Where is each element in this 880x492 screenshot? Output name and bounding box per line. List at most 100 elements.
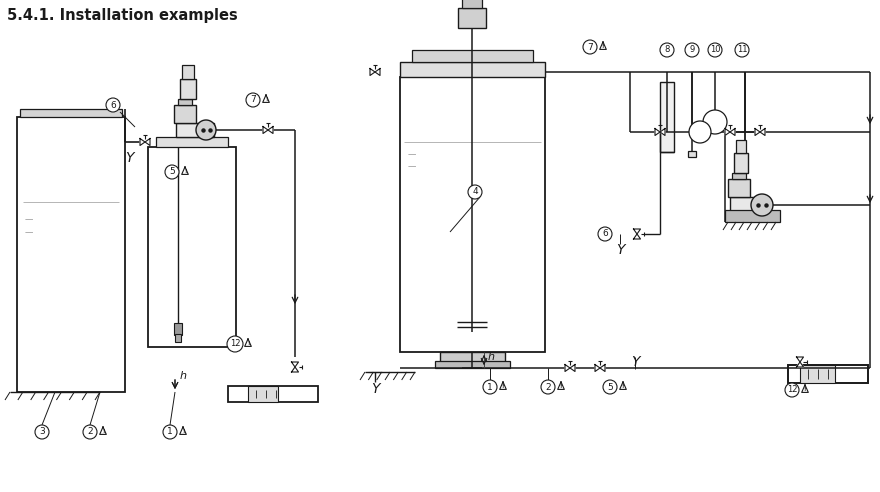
Polygon shape [796, 362, 803, 367]
Text: 4: 4 [473, 187, 478, 196]
Text: —: — [408, 162, 416, 171]
Text: 7: 7 [587, 42, 593, 52]
Polygon shape [655, 128, 660, 135]
Text: 7: 7 [250, 95, 256, 104]
Bar [788, 365, 868, 383]
Polygon shape [291, 367, 298, 372]
Text: !: ! [622, 384, 624, 389]
Text: Y: Y [631, 355, 639, 369]
Text: !: ! [102, 429, 104, 434]
Text: 5.4.1. Installation examples: 5.4.1. Installation examples [7, 8, 238, 23]
Bar [176, 123, 214, 137]
Text: 12: 12 [787, 386, 797, 395]
Polygon shape [730, 128, 735, 135]
Polygon shape [634, 229, 641, 234]
Circle shape [35, 425, 49, 439]
Polygon shape [375, 68, 380, 75]
Bar [175, 334, 181, 342]
Text: !: ! [502, 384, 504, 389]
Polygon shape [263, 126, 268, 133]
Text: h: h [180, 371, 187, 381]
Text: 5: 5 [607, 382, 612, 392]
Circle shape [165, 165, 179, 179]
Text: 1: 1 [167, 428, 172, 436]
Text: 9: 9 [689, 45, 694, 55]
Text: Y: Y [370, 382, 379, 396]
Circle shape [483, 380, 497, 394]
Polygon shape [145, 139, 150, 146]
Bar [180, 79, 196, 99]
Text: !: ! [184, 169, 187, 174]
Text: 11: 11 [737, 45, 747, 55]
Bar [228, 386, 318, 402]
Bar [734, 153, 748, 173]
Text: 6: 6 [602, 229, 608, 239]
Bar [412, 50, 533, 62]
Text: —: — [408, 150, 416, 159]
Polygon shape [565, 365, 570, 371]
Bar [458, 8, 486, 28]
Polygon shape [796, 357, 803, 362]
Text: !: ! [803, 387, 806, 392]
Text: !: ! [265, 97, 268, 102]
Text: Y: Y [616, 243, 624, 257]
Text: !: ! [246, 341, 249, 346]
Polygon shape [570, 365, 575, 371]
Text: 8: 8 [664, 45, 670, 55]
Circle shape [227, 336, 243, 352]
Bar [174, 105, 196, 123]
Bar [156, 137, 228, 147]
Polygon shape [595, 365, 600, 371]
Circle shape [106, 98, 120, 112]
Bar [182, 65, 194, 79]
Bar [725, 210, 780, 222]
Text: Y: Y [125, 151, 133, 165]
Circle shape [603, 380, 617, 394]
Bar [741, 189, 749, 197]
Circle shape [703, 110, 727, 134]
Bar [178, 99, 192, 105]
Text: 10: 10 [710, 45, 720, 55]
Bar [728, 179, 750, 197]
Polygon shape [760, 128, 765, 135]
Text: 3: 3 [39, 428, 45, 436]
Polygon shape [600, 365, 605, 371]
Text: 2: 2 [87, 428, 92, 436]
Bar [174, 323, 182, 335]
Bar [660, 82, 674, 152]
Bar [732, 173, 746, 179]
Circle shape [598, 227, 612, 241]
Bar [400, 77, 545, 352]
Bar [440, 352, 505, 362]
Text: 1: 1 [488, 382, 493, 392]
Circle shape [660, 43, 674, 57]
Circle shape [751, 194, 773, 216]
Circle shape [196, 120, 216, 140]
Text: 12: 12 [230, 339, 240, 348]
Circle shape [468, 185, 482, 199]
Bar [435, 361, 510, 368]
Circle shape [689, 121, 711, 143]
Polygon shape [140, 139, 145, 146]
Polygon shape [268, 126, 273, 133]
Circle shape [83, 425, 97, 439]
Text: 2: 2 [546, 382, 551, 392]
Bar [462, 0, 482, 8]
Polygon shape [291, 362, 298, 367]
Polygon shape [755, 128, 760, 135]
Bar [17, 117, 125, 392]
Circle shape [708, 43, 722, 57]
Circle shape [246, 93, 260, 107]
Polygon shape [725, 128, 730, 135]
Text: !: ! [182, 429, 184, 434]
Text: h: h [488, 352, 495, 362]
Polygon shape [634, 234, 641, 239]
Bar [248, 386, 278, 402]
Polygon shape [370, 68, 375, 75]
Bar [688, 151, 696, 157]
Circle shape [785, 383, 799, 397]
Text: 5: 5 [169, 167, 175, 177]
Circle shape [541, 380, 555, 394]
Circle shape [583, 40, 597, 54]
Bar [400, 62, 545, 77]
